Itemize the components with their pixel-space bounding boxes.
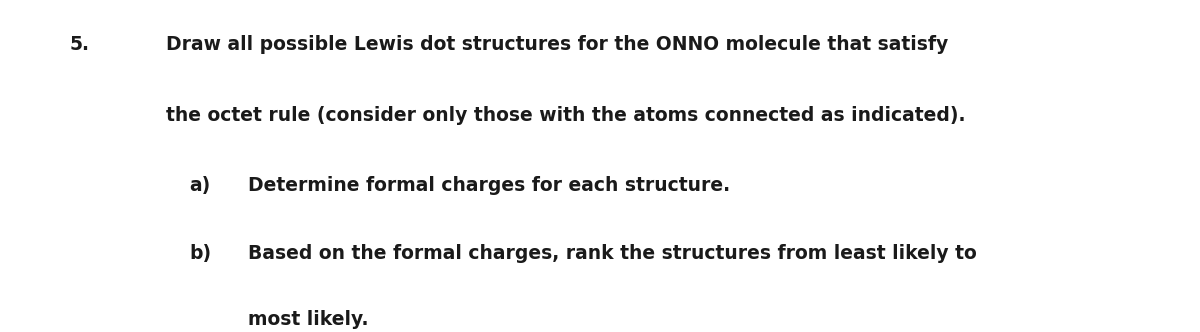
Text: b): b) [190, 244, 211, 263]
Text: Draw all possible Lewis dot structures for the ONNO molecule that satisfy: Draw all possible Lewis dot structures f… [166, 35, 948, 54]
Text: a): a) [190, 176, 211, 195]
Text: the octet rule (consider only those with the atoms connected as indicated).: the octet rule (consider only those with… [166, 106, 965, 125]
Text: 5.: 5. [70, 35, 90, 54]
Text: most likely.: most likely. [248, 310, 368, 329]
Text: Based on the formal charges, rank the structures from least likely to: Based on the formal charges, rank the st… [248, 244, 977, 263]
Text: Determine formal charges for each structure.: Determine formal charges for each struct… [248, 176, 731, 195]
